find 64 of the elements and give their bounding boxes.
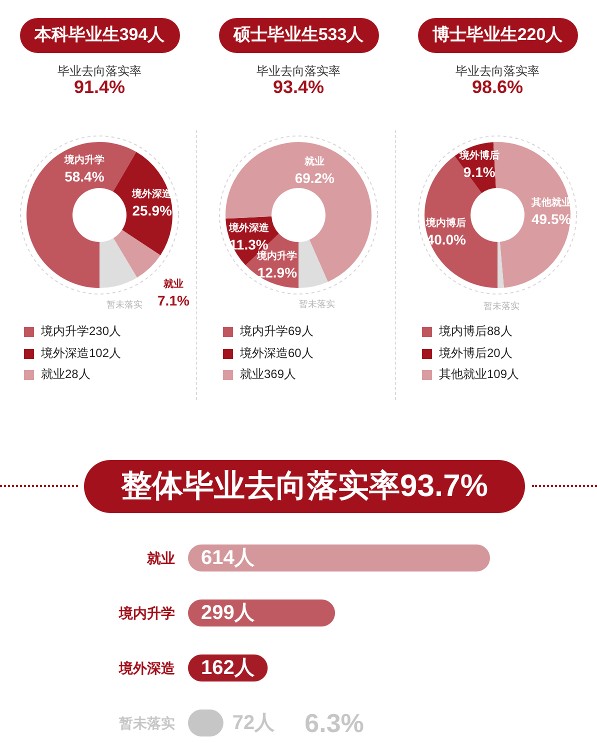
data-label: 58.4% — [64, 168, 105, 184]
data-label: 299人 — [201, 602, 256, 624]
data-label: 49.5% — [532, 211, 572, 228]
legend-label: 境外深造 — [41, 346, 89, 360]
donut-slice — [226, 142, 372, 282]
slice-label: 境内升学 — [63, 154, 104, 166]
data-label: 72人 — [232, 712, 276, 734]
y-tick-label: 境外深造 — [118, 660, 176, 676]
chart-title: 本科毕业生394人 — [34, 25, 165, 45]
chart-subtitle: 毕业去向落实率 — [256, 64, 340, 78]
slice-label: 就业 — [304, 155, 325, 168]
legend-label: 境内升学 — [240, 325, 288, 339]
slice-label: 境内博后 — [425, 217, 466, 230]
text: 102人 — [89, 346, 122, 360]
chart-title: 博士毕业生220人 — [432, 25, 563, 45]
y-tick-label: 境内升学 — [118, 605, 175, 621]
bar — [188, 544, 490, 572]
donut-slice — [100, 238, 138, 288]
legend-label: 境外博后 — [439, 346, 487, 360]
data-label: 614人 — [201, 547, 256, 569]
slice-label: 暂未落实 — [484, 300, 520, 311]
picture-title-pill: 整体毕业去向落实率93.7% — [84, 460, 525, 513]
text: 91.4% — [74, 77, 126, 97]
picture-title-pill: 硕士毕业生533人 — [218, 18, 378, 53]
slice-label: 暂未落实 — [299, 299, 336, 310]
chart-subtitle: 毕业去向落实率 — [456, 64, 540, 78]
legend-label: 就业 — [41, 368, 65, 382]
slice-label: 境内升学 — [256, 250, 298, 262]
text: 93.4% — [272, 77, 324, 97]
legend-label: 境外深造 — [240, 346, 288, 360]
data-label: 9.1% — [463, 164, 496, 180]
legend-label: 其他就业 — [439, 368, 487, 382]
data-label: 162人 — [201, 657, 256, 679]
legend-label: 境内升学 — [41, 325, 89, 339]
text: 60人 — [288, 346, 314, 360]
text: 230人 — [89, 324, 122, 339]
chart-title: 整体毕业去向落实率93.7% — [121, 468, 488, 504]
chart-title: 硕士毕业生533人 — [233, 25, 364, 45]
text: 69人 — [288, 324, 314, 339]
chart-subtitle: 毕业去向落实率 — [58, 64, 142, 78]
annotation: 6.3% — [304, 708, 364, 738]
text: 369人 — [264, 367, 296, 382]
donut-slice — [113, 230, 160, 278]
text: 109人 — [487, 367, 520, 382]
data-label: 12.9% — [257, 264, 298, 281]
slice-label: 就业 — [162, 278, 184, 290]
y-tick-label: 暂未落实 — [118, 715, 175, 731]
slice-label: 暂未落实 — [106, 300, 142, 310]
data-label: 40.0% — [426, 232, 467, 248]
y-tick-label: 就业 — [146, 550, 175, 566]
text: 88人 — [487, 324, 512, 339]
slice-label: 境外深造 — [228, 222, 270, 234]
legend-label: 就业 — [240, 368, 264, 382]
data-label: 25.9% — [132, 202, 172, 219]
data-label: 69.2% — [294, 170, 336, 186]
text: 28人 — [65, 367, 90, 382]
donut-slice — [498, 242, 504, 288]
picture-title-pill: 博士毕业生220人 — [418, 18, 578, 53]
legend-label: 境内博后 — [439, 325, 487, 339]
text: 20人 — [487, 346, 512, 360]
donut-slice — [298, 240, 328, 288]
data-label: 7.1% — [158, 292, 190, 308]
text: 98.6% — [472, 77, 524, 97]
picture-title-pill: 本科毕业生394人 — [20, 18, 180, 53]
